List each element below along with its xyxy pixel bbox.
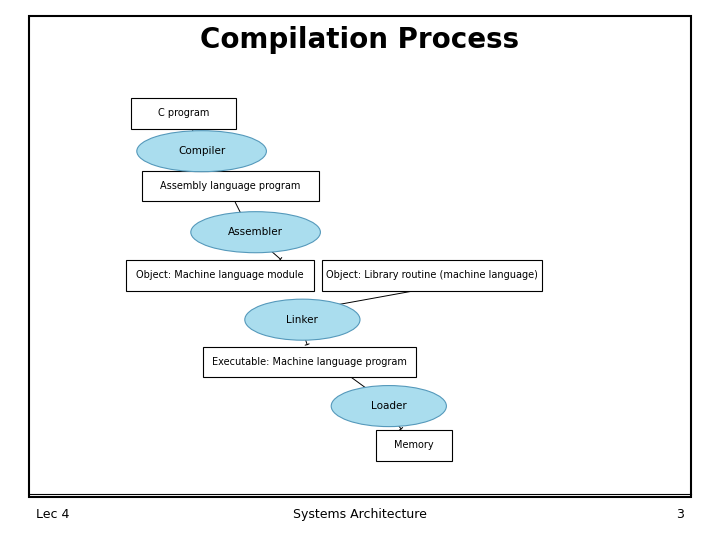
Ellipse shape xyxy=(331,386,446,427)
Text: Assembler: Assembler xyxy=(228,227,283,237)
FancyBboxPatch shape xyxy=(322,260,542,291)
FancyBboxPatch shape xyxy=(125,260,314,291)
Ellipse shape xyxy=(245,299,360,340)
Text: Linker: Linker xyxy=(287,315,318,325)
FancyBboxPatch shape xyxy=(142,171,319,201)
Text: C program: C program xyxy=(158,109,210,118)
Ellipse shape xyxy=(191,212,320,253)
FancyBboxPatch shape xyxy=(203,347,416,377)
Text: Systems Architecture: Systems Architecture xyxy=(293,508,427,521)
Text: Executable: Machine language program: Executable: Machine language program xyxy=(212,357,407,367)
Text: Object: Library routine (machine language): Object: Library routine (machine languag… xyxy=(326,271,538,280)
Text: Lec 4: Lec 4 xyxy=(36,508,69,521)
Text: Compiler: Compiler xyxy=(178,146,225,156)
Text: Memory: Memory xyxy=(394,441,434,450)
Text: Loader: Loader xyxy=(371,401,407,411)
FancyBboxPatch shape xyxy=(29,16,691,497)
FancyBboxPatch shape xyxy=(376,430,452,461)
Text: Object: Machine language module: Object: Machine language module xyxy=(136,271,303,280)
Text: Assembly language program: Assembly language program xyxy=(161,181,300,191)
FancyBboxPatch shape xyxy=(131,98,236,129)
Text: 3: 3 xyxy=(676,508,684,521)
Ellipse shape xyxy=(137,131,266,172)
Text: Compilation Process: Compilation Process xyxy=(200,26,520,55)
